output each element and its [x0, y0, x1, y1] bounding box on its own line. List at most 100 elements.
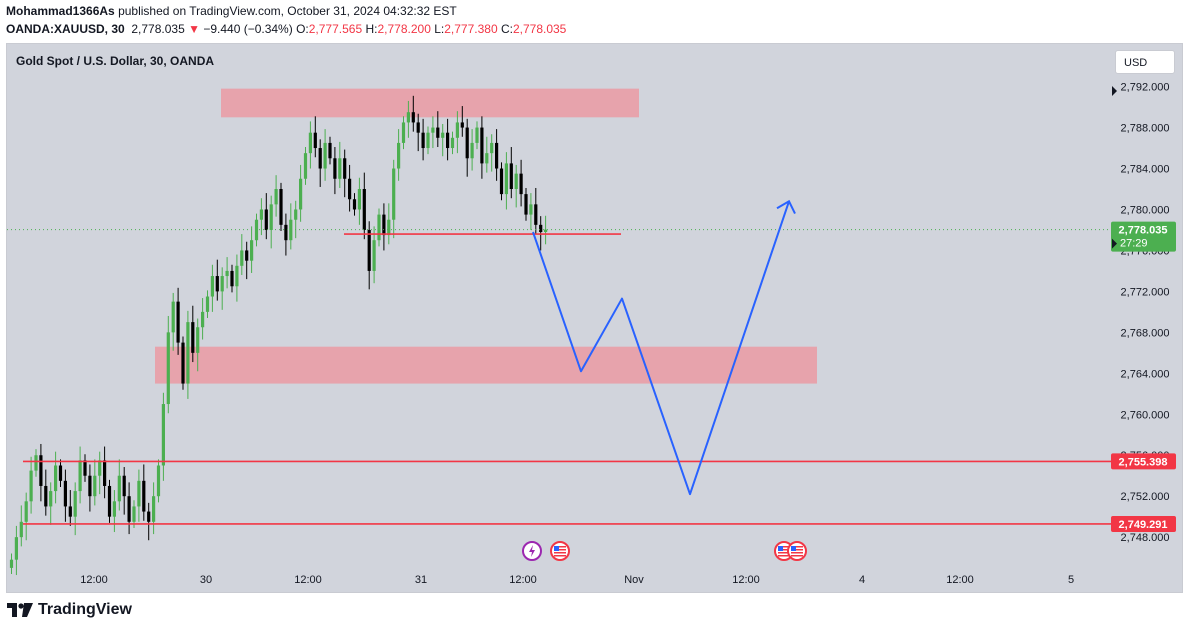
candle [352, 193, 357, 216]
y-tick-label: 2,764.000 [1121, 368, 1170, 380]
ohlc-line: OANDA:XAUUSD, 30 2,778.035 ▼ −9.440 (−0.… [6, 22, 566, 36]
candle-body [274, 189, 278, 205]
candle-body [34, 455, 38, 471]
candle-body [401, 122, 406, 143]
candle [98, 451, 102, 495]
candle [387, 203, 391, 245]
candle-body [387, 219, 391, 236]
candle-body [431, 127, 435, 133]
candle [24, 492, 28, 541]
candle-body [58, 465, 63, 481]
author-name[interactable]: Mohammad1366As [6, 4, 115, 18]
lightning-event-icon[interactable] [522, 541, 542, 561]
candle [176, 287, 180, 355]
candle [279, 182, 283, 231]
candle-body [176, 301, 180, 343]
candle [333, 147, 337, 195]
candle [215, 259, 219, 301]
projection-path [532, 200, 790, 496]
candle [107, 479, 112, 523]
candle [534, 187, 538, 235]
candle-body [201, 311, 205, 328]
us-flag-event-icon[interactable] [550, 541, 570, 561]
candle-body [117, 475, 121, 502]
candle-body [382, 214, 386, 236]
candle-body [450, 137, 455, 149]
candle [156, 459, 161, 503]
candle-body [343, 158, 347, 179]
x-tick-label: 31 [415, 574, 427, 586]
candle-body [24, 501, 28, 522]
candle [274, 175, 278, 217]
candle-body [328, 142, 332, 159]
candle [73, 482, 77, 536]
candle [225, 257, 229, 289]
candle-body [299, 178, 303, 210]
candle [240, 234, 244, 276]
candle [441, 123, 445, 157]
y-tick-label: 2,784.000 [1121, 164, 1170, 176]
price-chart[interactable]: 2,748.0002,752.0002,756.0002,760.0002,76… [7, 44, 1183, 593]
chart-title: Gold Spot / U.S. Dollar, 30, OANDA [16, 54, 215, 68]
candle [171, 292, 175, 351]
candle [480, 116, 484, 179]
x-tick-label: 12:00 [80, 574, 108, 586]
candle [39, 443, 43, 502]
footer-brand[interactable]: TradingView [7, 601, 132, 619]
candle-body [269, 204, 273, 230]
candle-body [519, 173, 523, 195]
candle [460, 106, 464, 137]
candle [328, 136, 332, 165]
level-price-tag [1111, 453, 1176, 470]
last-price: 2,778.035 [131, 22, 185, 36]
candle [504, 152, 508, 210]
candle-body [406, 112, 410, 123]
candle [308, 121, 312, 169]
low-label: L: [434, 22, 445, 36]
flag-stripe [554, 552, 566, 554]
candle [127, 482, 131, 535]
candle-body [318, 148, 322, 169]
candle [348, 164, 352, 212]
tradingview-logo-icon [7, 603, 33, 617]
candle-body [524, 194, 528, 215]
candle [103, 446, 107, 499]
candle [201, 298, 205, 340]
candle [284, 213, 288, 256]
flag-circle [787, 541, 807, 561]
candle-body [313, 132, 317, 149]
us-flag-event-icon[interactable] [787, 541, 807, 561]
candle-body [480, 127, 484, 164]
x-tick-label: 5 [1068, 574, 1074, 586]
candle [235, 254, 239, 302]
flag-stripe [554, 555, 566, 557]
candle-body [83, 460, 87, 476]
candle [303, 147, 308, 185]
candle-body [303, 153, 308, 179]
y-tick-label: 2,792.000 [1121, 82, 1170, 94]
candle-body [436, 127, 440, 138]
flag-circle [550, 541, 570, 561]
candle-body [279, 189, 283, 225]
candle-body [490, 142, 494, 154]
candle [367, 221, 371, 290]
candle [431, 116, 435, 149]
candle-body [215, 276, 219, 292]
candle-body [529, 204, 533, 215]
candle [186, 310, 190, 399]
candle-body [68, 506, 72, 517]
chart-panel[interactable]: 2,748.0002,752.0002,756.0002,760.0002,76… [6, 43, 1183, 593]
candle [372, 226, 376, 284]
candle [122, 467, 126, 515]
candle-body [416, 122, 420, 133]
candle-body [63, 480, 67, 507]
currency-button[interactable]: USD [1115, 50, 1175, 74]
candle-body [534, 204, 538, 225]
candle [436, 111, 440, 148]
candle-body [78, 460, 82, 492]
candle-body [254, 219, 259, 241]
candle-body [514, 173, 518, 189]
candle-body [210, 276, 214, 297]
candle-body [377, 214, 381, 241]
high-label: H: [365, 22, 378, 36]
